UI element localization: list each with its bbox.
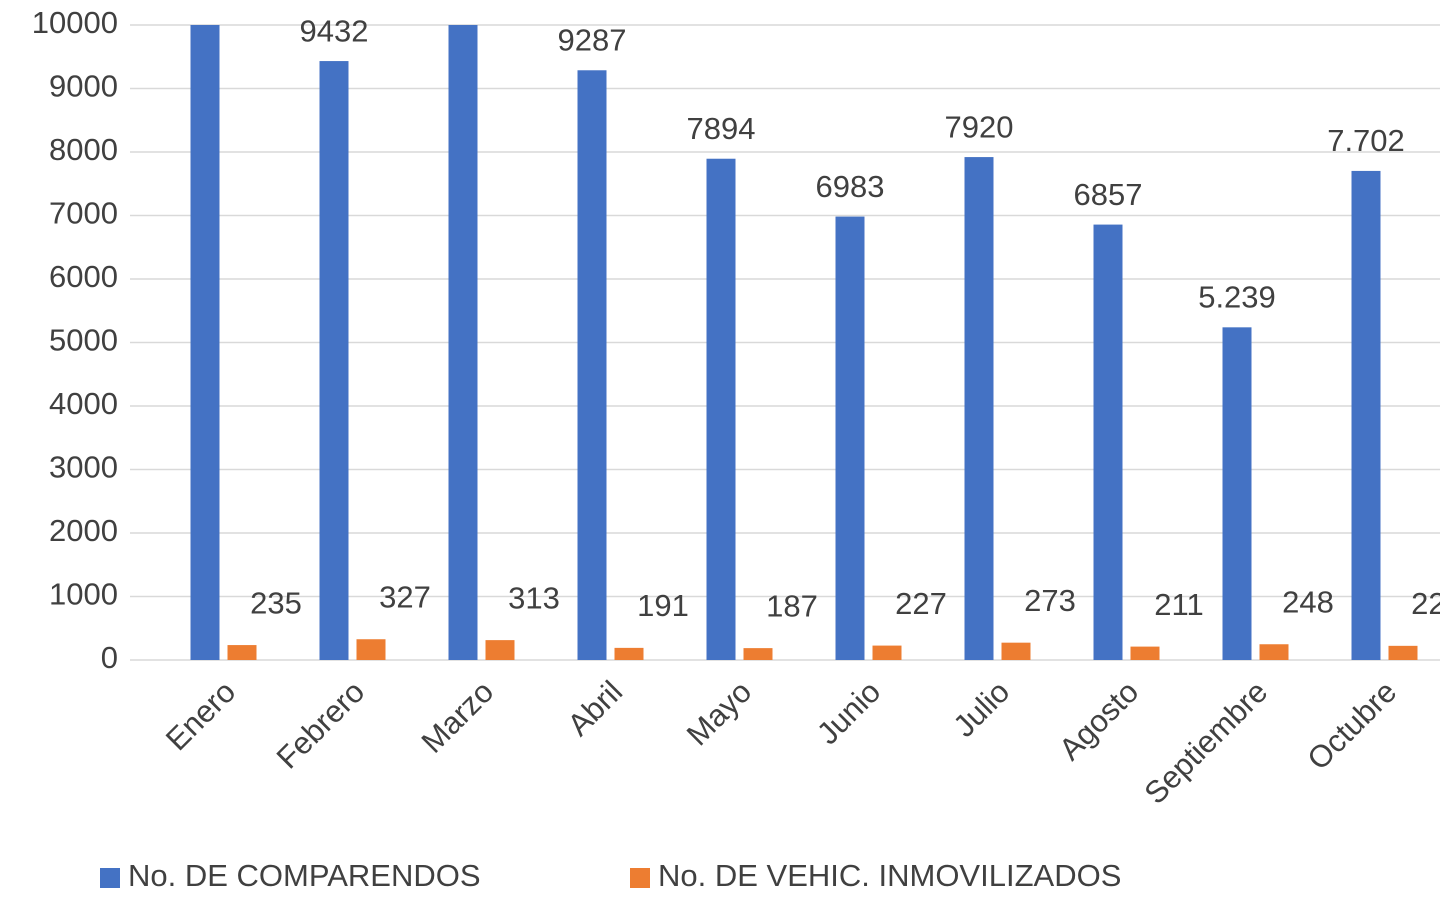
bar	[706, 158, 736, 660]
data-label: 7920	[945, 109, 1014, 144]
y-tick-label: 4000	[49, 386, 118, 421]
bar	[964, 157, 994, 660]
data-label: 6983	[816, 169, 885, 204]
x-tick-label: Septiembre	[1137, 674, 1274, 811]
y-tick-label: 8000	[49, 132, 118, 167]
bar	[872, 645, 902, 660]
bar	[743, 648, 773, 660]
x-tick-label: Mayo	[680, 674, 758, 752]
data-label: 9432	[300, 13, 369, 48]
x-tick-label: Marzo	[415, 674, 501, 760]
bar	[1388, 645, 1418, 660]
data-label: 191	[637, 588, 689, 623]
bar	[1351, 170, 1381, 660]
y-tick-label: 2000	[49, 513, 118, 548]
y-tick-label: 7000	[49, 196, 118, 231]
bar	[448, 25, 478, 660]
x-tick-label: Julio	[946, 674, 1016, 744]
y-tick-label: 5000	[49, 323, 118, 358]
y-tick-label: 1000	[49, 577, 118, 612]
data-label: 187	[766, 588, 818, 623]
data-label: 223	[1411, 586, 1440, 621]
x-tick-label: Abril	[561, 674, 630, 743]
bar	[190, 25, 220, 660]
bar	[1001, 642, 1031, 660]
y-tick-label: 6000	[49, 259, 118, 294]
bar	[1222, 327, 1252, 660]
data-label: 327	[379, 579, 431, 614]
bar	[1093, 224, 1123, 660]
x-tick-label: Junio	[810, 674, 887, 751]
bar	[485, 640, 515, 660]
y-tick-label: 10000	[32, 5, 118, 40]
bar	[835, 216, 865, 660]
legend-swatch	[630, 868, 650, 888]
legend-label: No. DE VEHIC. INMOVILIZADOS	[658, 858, 1121, 893]
data-label: 7894	[687, 111, 756, 146]
bar	[614, 647, 644, 660]
data-label: 227	[895, 586, 947, 621]
x-tick-label: Febrero	[270, 674, 372, 776]
data-label: 248	[1282, 584, 1334, 619]
data-label: 9287	[558, 22, 627, 57]
x-tick-label: Enero	[159, 674, 242, 757]
bar	[1130, 646, 1160, 660]
x-tick-label: Octubre	[1301, 674, 1404, 777]
legend-swatch	[100, 868, 120, 888]
data-label: 5.239	[1198, 280, 1276, 315]
bar	[356, 639, 386, 660]
data-label: 235	[250, 585, 302, 620]
y-tick-label: 0	[101, 640, 118, 675]
x-tick-label: Agosto	[1052, 674, 1145, 767]
data-label: 273	[1024, 583, 1076, 618]
y-tick-label: 9000	[49, 69, 118, 104]
data-label: 211	[1154, 587, 1203, 622]
data-label: 6857	[1074, 177, 1143, 212]
data-label: 7.702	[1327, 123, 1405, 158]
bar	[227, 645, 257, 660]
legend-label: No. DE COMPARENDOS	[128, 858, 481, 893]
bar	[1259, 644, 1289, 660]
bar	[319, 61, 349, 661]
data-label: 313	[508, 580, 560, 615]
bar	[577, 70, 607, 660]
y-tick-label: 3000	[49, 450, 118, 485]
